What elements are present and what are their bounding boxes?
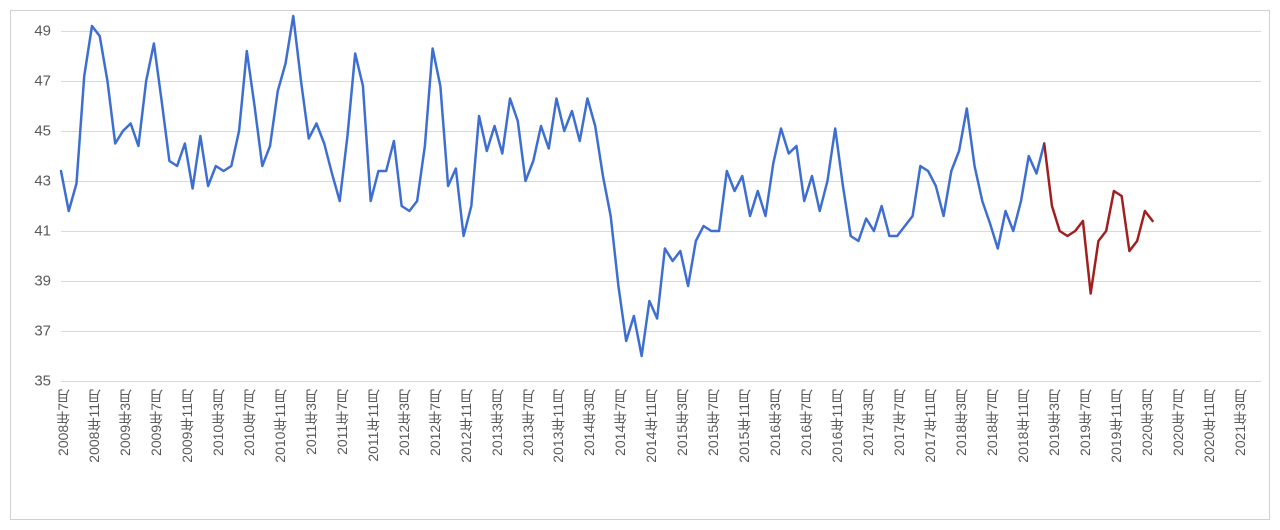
gridline bbox=[61, 381, 1261, 382]
x-tick-label: 2019年3月 bbox=[1044, 389, 1064, 456]
x-tick-label: 2013年11月 bbox=[548, 389, 568, 463]
x-tick-label: 2011年3月 bbox=[301, 389, 321, 455]
x-tick-label: 2011年7月 bbox=[332, 389, 352, 455]
x-tick-label: 2014年3月 bbox=[579, 389, 599, 456]
y-tick-label: 39 bbox=[34, 273, 51, 290]
x-tick-label: 2016年7月 bbox=[796, 389, 816, 456]
y-tick-label: 45 bbox=[34, 123, 51, 140]
x-tick-label: 2008年11月 bbox=[84, 389, 104, 463]
x-tick-label: 2009年3月 bbox=[115, 389, 135, 456]
x-tick-label: 2011年11月 bbox=[363, 389, 383, 462]
y-tick-label: 49 bbox=[34, 23, 51, 40]
y-axis: 3537394143454749 bbox=[11, 31, 56, 381]
x-tick-label: 2019年11月 bbox=[1106, 389, 1126, 463]
x-tick-label: 2016年3月 bbox=[765, 389, 785, 456]
x-tick-label: 2020年11月 bbox=[1199, 389, 1219, 463]
x-axis: 2008年7月2008年11月2009年3月2009年7月2009年11月201… bbox=[61, 389, 1261, 514]
y-tick-label: 35 bbox=[34, 373, 51, 390]
x-tick-label: 2020年3月 bbox=[1137, 389, 1157, 456]
chart-container: 35 37 39 41 43 45 47 49 2008年7月 2008年11月 2009年3月 2… bbox=[10, 10, 1270, 520]
x-tick-label: 2014年7月 bbox=[610, 389, 630, 456]
x-tick-label: 2013年3月 bbox=[487, 389, 507, 456]
x-tick-label: 2012年7月 bbox=[425, 389, 445, 456]
x-tick-label: 2012年11月 bbox=[456, 389, 476, 463]
x-tick-label: 2019年7月 bbox=[1075, 389, 1095, 456]
x-tick-label: 2015年3月 bbox=[672, 389, 692, 456]
x-tick-label: 2017年11月 bbox=[920, 389, 940, 463]
series-main bbox=[61, 16, 1044, 356]
x-tick-label: 2016年11月 bbox=[827, 389, 847, 463]
x-tick-label: 2009年11月 bbox=[177, 389, 197, 463]
x-tick-label: 2008年7月 bbox=[53, 389, 73, 456]
line-chart-svg bbox=[61, 31, 1261, 381]
x-tick-label: 2017年7月 bbox=[889, 389, 909, 456]
y-tick-label: 41 bbox=[34, 223, 51, 240]
y-tick-label: 43 bbox=[34, 173, 51, 190]
y-tick-label: 47 bbox=[34, 73, 51, 90]
x-tick-label: 2020年7月 bbox=[1168, 389, 1188, 456]
x-tick-label: 2018年3月 bbox=[951, 389, 971, 456]
x-tick-label: 2015年7月 bbox=[703, 389, 723, 456]
x-tick-label: 2015年11月 bbox=[734, 389, 754, 463]
x-tick-label: 2018年11月 bbox=[1013, 389, 1033, 463]
x-tick-label: 2014年11月 bbox=[641, 389, 661, 463]
x-tick-label: 2010年3月 bbox=[208, 389, 228, 456]
x-tick-label: 2012年3月 bbox=[394, 389, 414, 456]
x-tick-label: 2013年7月 bbox=[518, 389, 538, 456]
x-tick-label: 2021年3月 bbox=[1230, 389, 1250, 456]
x-tick-label: 2017年3月 bbox=[858, 389, 878, 456]
x-tick-label: 2018年7月 bbox=[982, 389, 1002, 456]
x-tick-label: 2009年7月 bbox=[146, 389, 166, 456]
series-recent bbox=[1044, 144, 1152, 294]
x-tick-label: 2010年7月 bbox=[239, 389, 259, 456]
y-tick-label: 37 bbox=[34, 323, 51, 340]
x-tick-label: 2010年11月 bbox=[270, 389, 290, 463]
plot-area bbox=[61, 31, 1261, 381]
